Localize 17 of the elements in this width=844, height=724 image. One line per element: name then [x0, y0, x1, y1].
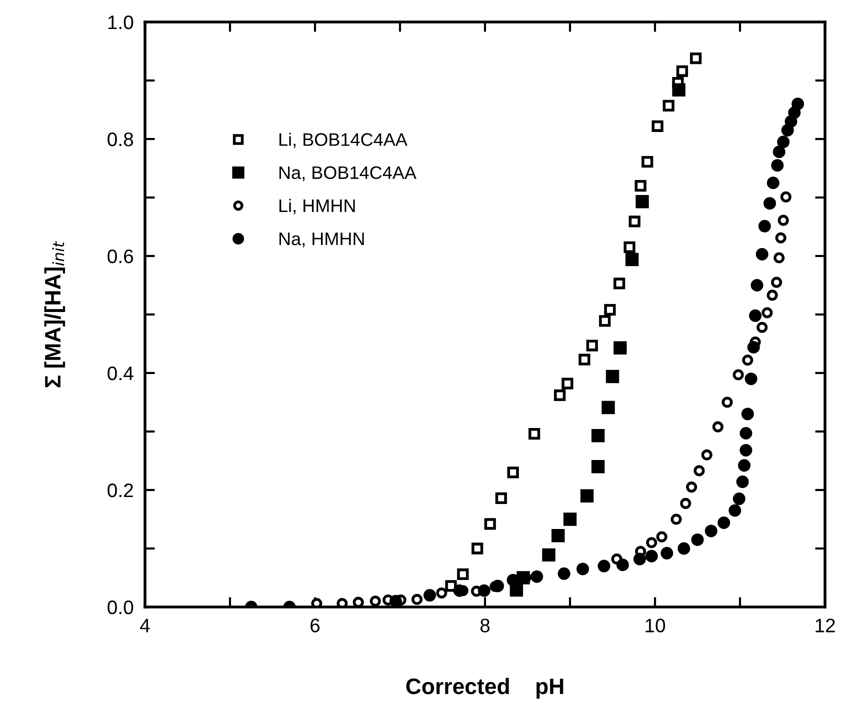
y-tick-label: 1.0 — [108, 15, 134, 30]
y-tick-label: 0.4 — [108, 366, 134, 380]
y-tick-label: 0.6 — [108, 249, 134, 264]
legend-label: Li, HMHN — [279, 198, 355, 214]
legend-label: Na, BOB14C4AA — [279, 166, 416, 182]
y-tick-label: 0.2 — [108, 483, 133, 498]
x-axis-title: Corrected pH — [406, 678, 564, 699]
x-tick-label: 4 — [140, 618, 150, 632]
y-tick-label: 0.0 — [108, 600, 134, 614]
x-tick-label: 8 — [480, 618, 490, 632]
x-tick-label: 12 — [816, 618, 835, 632]
x-tick-label: 6 — [310, 618, 320, 632]
x-tick-label: 10 — [646, 618, 666, 632]
y-tick-label: 0.8 — [108, 132, 134, 146]
legend-label: Na, HMHN — [279, 232, 364, 248]
y-axis-title: Σ [MA]/[HA]$_{init}$ — [44, 241, 66, 388]
legend-label: Li, BOB14C4AA — [279, 132, 408, 148]
